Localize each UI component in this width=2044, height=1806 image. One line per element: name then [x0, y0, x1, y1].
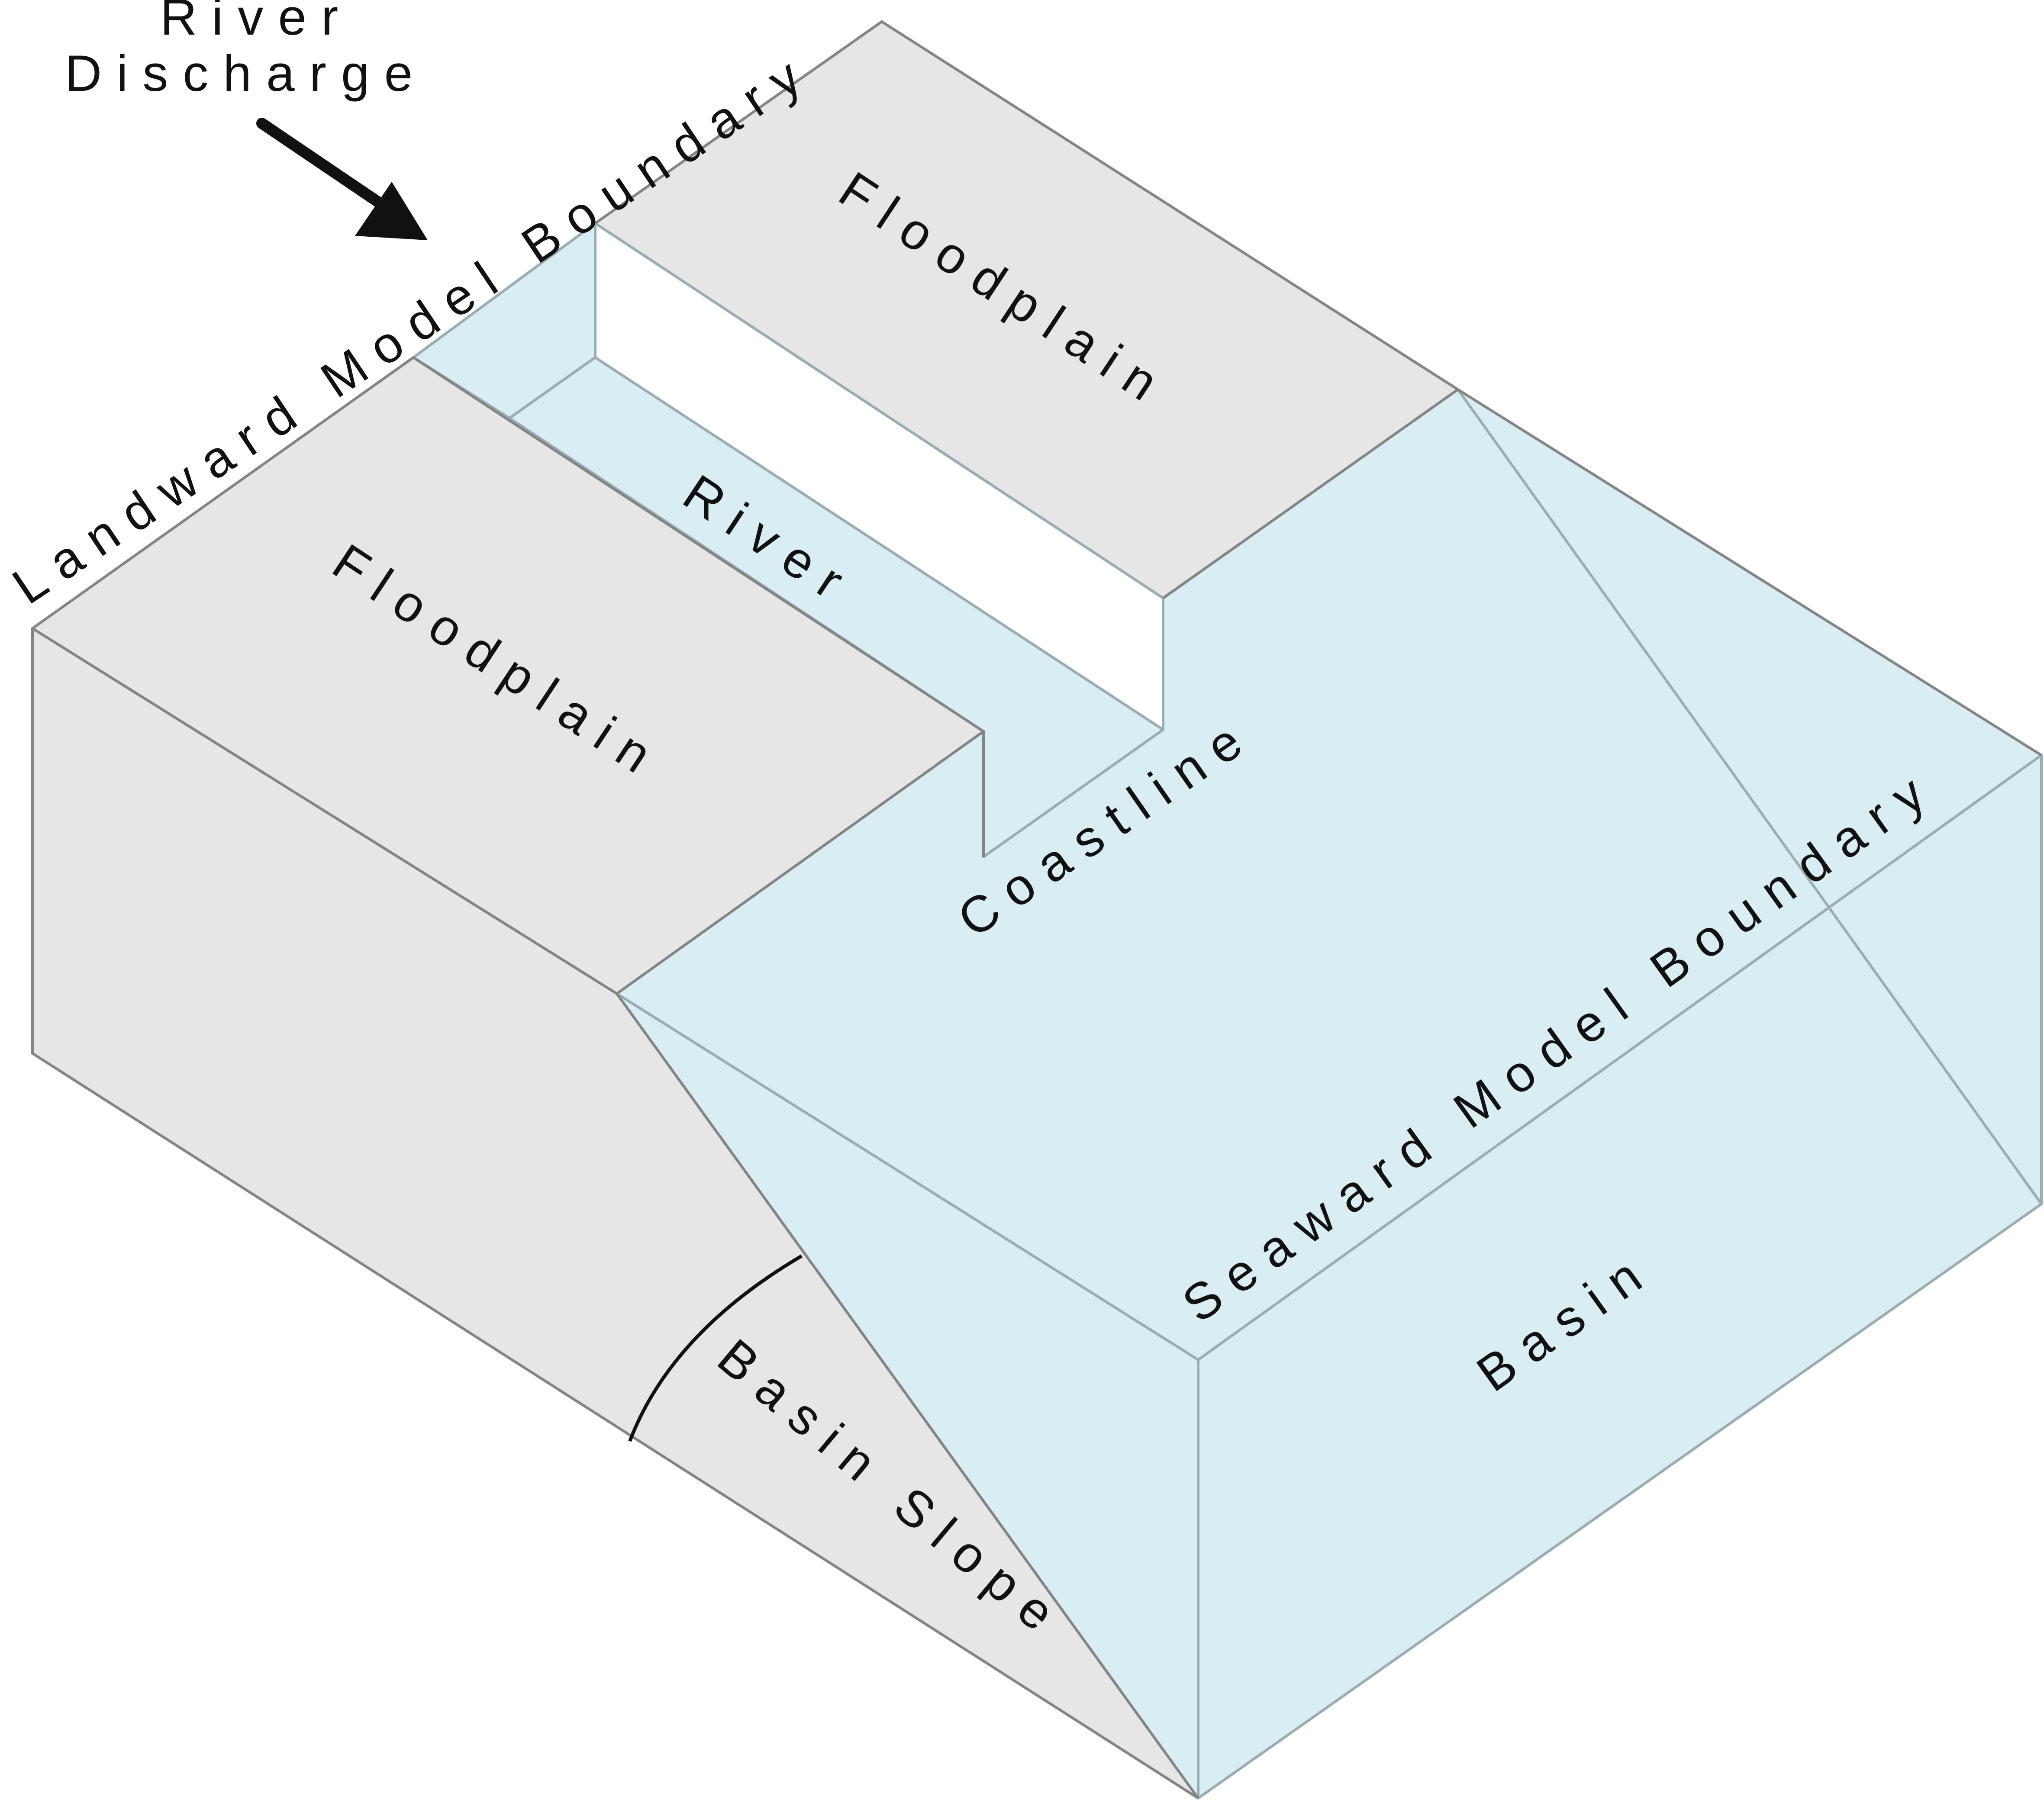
angle-arc-icon: [628, 1254, 803, 1442]
label-river-discharge-1: River: [160, 0, 353, 46]
label-river-discharge-2: Discharge: [65, 45, 427, 102]
arrow-down-right-icon: [256, 118, 428, 240]
outer-edges: [31, 20, 2042, 1800]
